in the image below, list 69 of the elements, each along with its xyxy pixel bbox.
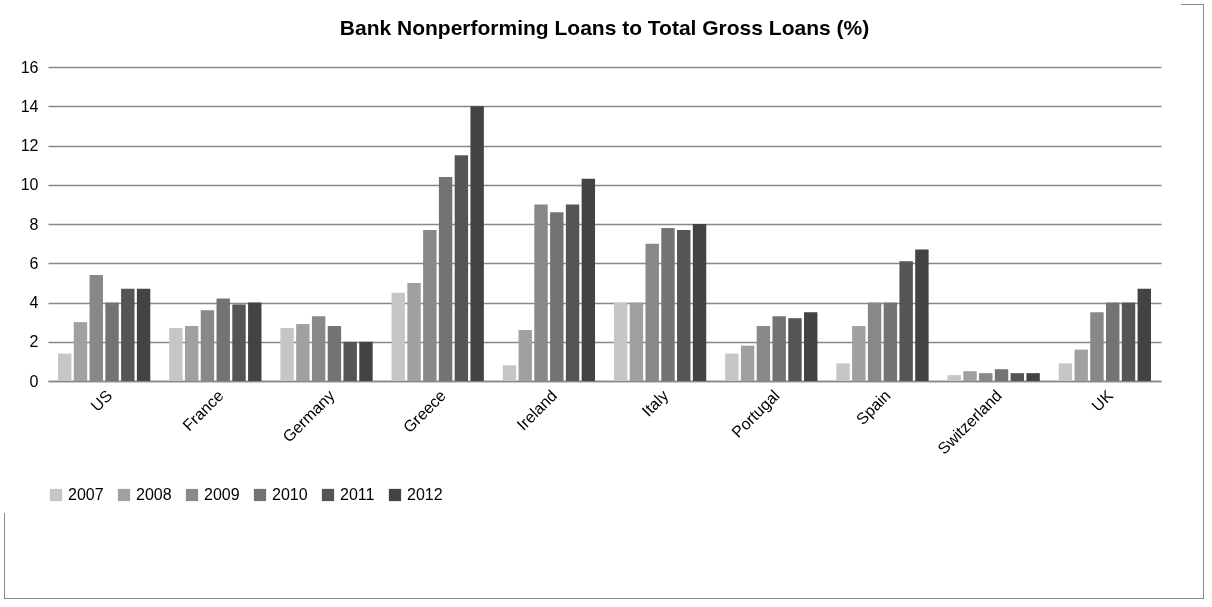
legend-label: 2008: [136, 486, 172, 503]
bar: [58, 353, 72, 381]
bar: [327, 326, 342, 381]
bar: [550, 212, 564, 381]
bar: [280, 328, 294, 381]
y-tick-label: 16: [20, 58, 39, 76]
bar: [613, 302, 628, 381]
bar: [407, 282, 421, 381]
bar: [343, 341, 357, 381]
bar: [947, 375, 961, 381]
bar: [1026, 373, 1040, 381]
bar: [73, 322, 88, 381]
bar: [629, 302, 644, 381]
bar: [296, 324, 310, 381]
y-tick-label: 6: [29, 254, 39, 272]
bar: [661, 227, 675, 381]
bar: [359, 341, 373, 381]
bar: [121, 288, 135, 381]
bar: [136, 288, 151, 381]
y-tick-label: 12: [20, 137, 39, 154]
bar: [216, 298, 230, 381]
y-tick-label: 10: [20, 176, 39, 194]
bar: [1121, 302, 1136, 381]
bar: [677, 229, 691, 381]
y-tick-label: 0: [29, 372, 39, 390]
bar: [1010, 373, 1025, 381]
bar: [772, 316, 786, 381]
legend-label: 2009: [204, 486, 240, 503]
bar: [1058, 363, 1073, 381]
bar: [725, 353, 739, 381]
bar: [169, 328, 183, 381]
y-tick-label: 14: [20, 97, 39, 115]
bar: [852, 326, 866, 381]
bar: [915, 249, 929, 381]
bar: [248, 302, 262, 381]
chart-title: Bank Nonperforming Loans to Total Gross Loans (%): [339, 16, 870, 39]
x-tick-label: US: [87, 386, 116, 415]
bar: [470, 106, 484, 381]
bar: [1106, 302, 1120, 381]
bar: [391, 292, 405, 381]
legend-label: 2011: [340, 486, 375, 503]
bar: [105, 302, 119, 381]
bar: [438, 176, 453, 381]
bar: [899, 261, 913, 381]
bar: [788, 318, 802, 381]
legend-label: 2010: [272, 486, 308, 503]
bar: [454, 155, 469, 381]
y-tick-label: 8: [29, 215, 39, 233]
bar: [963, 371, 977, 381]
bar: [565, 204, 580, 381]
bar: [581, 178, 596, 381]
y-tick-label: 4: [29, 294, 39, 311]
legend-label: 2012: [407, 486, 443, 503]
y-tick-label: 2: [29, 333, 39, 351]
x-tick-label: Italy: [638, 386, 672, 420]
bar: [836, 363, 850, 381]
bar: [232, 304, 246, 381]
bar: [804, 312, 818, 381]
bar: [994, 369, 1009, 381]
bar: [692, 224, 707, 381]
bar: [740, 345, 755, 381]
x-tick-label: UK: [1088, 386, 1117, 415]
bar: [1074, 349, 1088, 381]
legend-label: 2007: [68, 486, 104, 503]
bar: [883, 302, 898, 381]
bar: [1137, 288, 1151, 381]
bar: [518, 329, 532, 381]
bar: [502, 365, 517, 381]
bar: [184, 326, 199, 381]
